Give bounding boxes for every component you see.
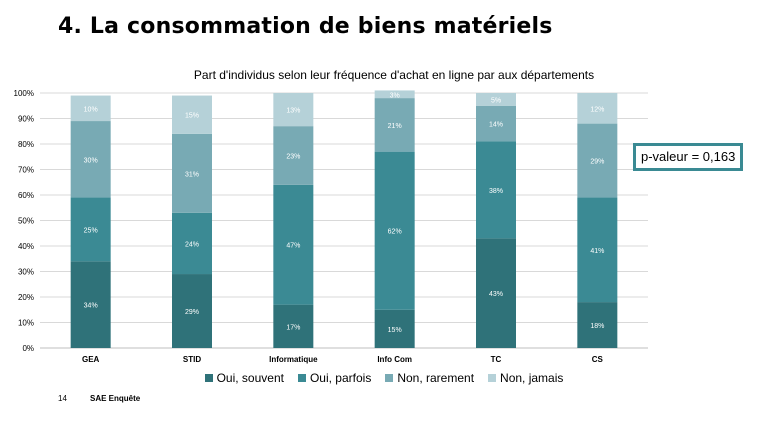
bar-segment — [476, 238, 516, 348]
data-label: 29% — [185, 309, 199, 316]
data-label: 38% — [489, 188, 503, 195]
bar-segment — [476, 141, 516, 239]
y-tick-label: 50% — [18, 217, 34, 226]
data-label: 18% — [590, 323, 604, 330]
x-tick-label: TC — [491, 355, 502, 364]
legend-item: Oui, souvent — [204, 371, 284, 385]
data-label: 13% — [286, 108, 300, 115]
y-tick-label: 20% — [18, 293, 34, 302]
y-tick-label: 70% — [18, 166, 34, 175]
data-label: 15% — [185, 113, 199, 120]
data-label: 41% — [590, 248, 604, 255]
bar-segment — [577, 197, 618, 303]
x-tick-label: GEA — [82, 355, 100, 364]
legend-item: Non, jamais — [488, 371, 563, 385]
y-tick-label: 90% — [18, 115, 34, 124]
legend-item: Oui, parfois — [297, 371, 372, 385]
y-tick-label: 100% — [14, 89, 34, 98]
bar-segment — [577, 93, 618, 124]
y-tick-label: 80% — [18, 140, 34, 149]
p-value-box: p-valeur = 0,163 — [633, 143, 743, 171]
bar-segment — [172, 274, 212, 348]
chart-title: Part d'individus selon leur fréquence d'… — [193, 68, 595, 82]
bar-segment — [374, 90, 415, 99]
data-label: 3% — [390, 92, 400, 99]
bar-segment — [577, 123, 618, 198]
data-label: 29% — [590, 159, 604, 166]
data-label: 21% — [388, 123, 402, 130]
bar-segment — [273, 304, 314, 348]
footer-text: SAE Enquête — [90, 394, 141, 403]
bar-segment — [273, 93, 314, 127]
x-tick-label: CS — [592, 355, 604, 364]
y-tick-label: 10% — [18, 319, 34, 328]
legend-item: Non, rarement — [385, 371, 474, 385]
data-label: 10% — [84, 106, 98, 113]
legend-label: Non, rarement — [397, 371, 475, 385]
y-tick-label: 60% — [18, 191, 34, 200]
legend-swatch — [385, 374, 394, 382]
data-label: 30% — [84, 157, 98, 164]
y-tick-label: 30% — [18, 268, 34, 277]
x-tick-label: Informatique — [269, 355, 318, 364]
bar-segment — [70, 197, 111, 262]
bar-segment — [172, 133, 212, 213]
bar-segment — [70, 95, 111, 122]
legend-label: Oui, parfois — [309, 371, 372, 385]
chart-legend: Oui, souvent Oui, parfois Non, rarement Non… — [0, 371, 758, 385]
bar-segment — [273, 126, 314, 185]
x-tick-label: Info Com — [377, 355, 412, 364]
slide-title: 4. La consommation de biens matériels — [58, 14, 553, 39]
data-label: 15% — [388, 327, 402, 334]
bar-segment — [172, 212, 212, 275]
data-label: 5% — [491, 97, 501, 104]
bar-segment — [374, 98, 415, 152]
data-label: 47% — [286, 243, 300, 250]
data-label: 23% — [286, 153, 300, 160]
bar-segment — [374, 309, 415, 348]
bar-segment — [273, 184, 314, 305]
legend-swatch — [488, 374, 497, 382]
bar-segment — [172, 95, 212, 134]
page-number: 14 — [58, 394, 67, 403]
data-label: 43% — [489, 291, 503, 298]
data-label: 25% — [84, 227, 98, 234]
data-label: 17% — [286, 324, 300, 331]
legend-swatch — [204, 374, 213, 382]
data-label: 34% — [84, 303, 98, 310]
bar-segment — [70, 261, 111, 348]
data-label: 31% — [185, 171, 199, 178]
data-label: 14% — [489, 122, 503, 129]
data-label: 24% — [185, 241, 199, 248]
legend-label: Oui, souvent — [216, 371, 284, 385]
bar-segment — [70, 121, 111, 198]
y-tick-label: 40% — [18, 242, 34, 251]
bar-segment — [374, 151, 415, 310]
data-label: 62% — [388, 229, 402, 236]
bar-segment — [476, 105, 516, 142]
bar-segment — [577, 302, 618, 348]
data-label: 12% — [590, 106, 604, 113]
legend-swatch — [297, 374, 306, 382]
x-tick-label: STID — [183, 355, 201, 364]
legend-label: Non, jamais — [500, 371, 564, 385]
y-tick-label: 0% — [22, 344, 34, 353]
bar-segment — [476, 93, 516, 106]
